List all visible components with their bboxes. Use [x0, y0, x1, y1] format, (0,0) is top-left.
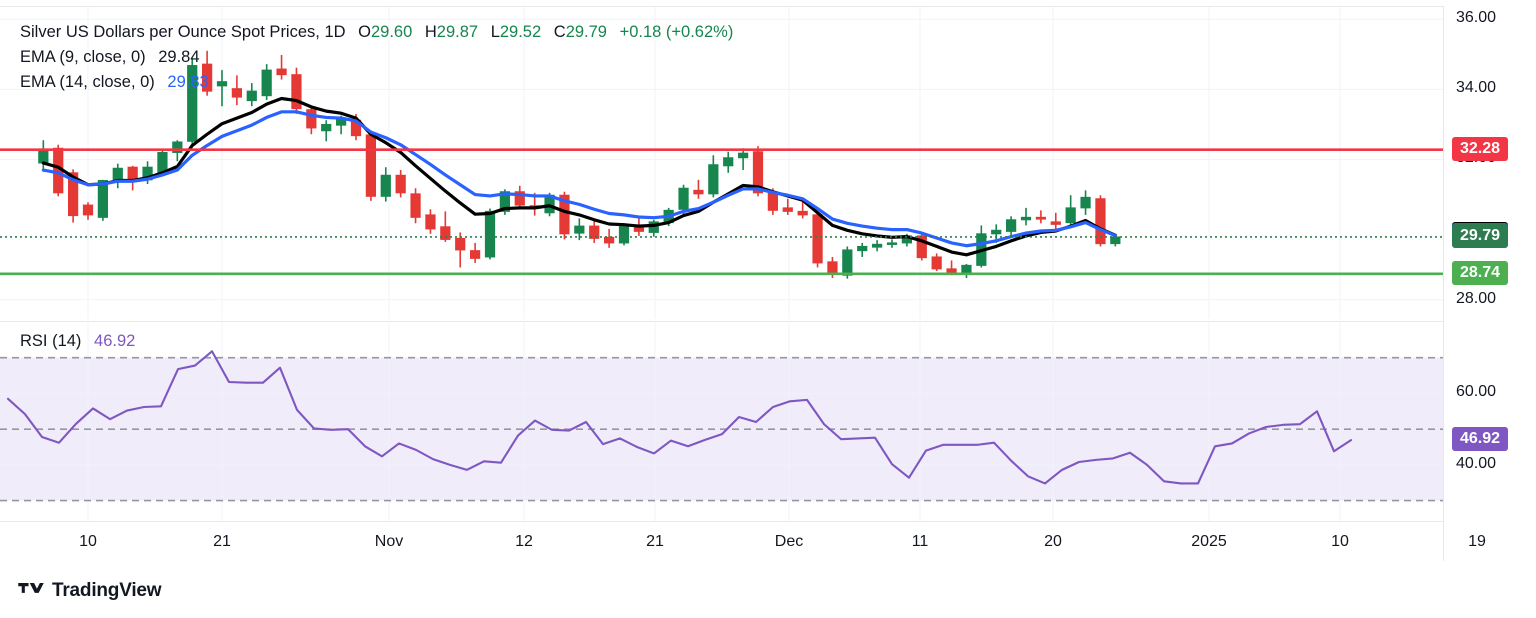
time-tick-21: 21: [213, 533, 231, 550]
time-tick-11: 11: [911, 533, 929, 550]
rsi-series-svg: [0, 322, 1443, 522]
rsi-value-badge[interactable]: 46.92: [1452, 427, 1509, 452]
time-tick-20: 20: [1044, 533, 1062, 550]
time-tick-21: 21: [646, 533, 664, 550]
time-tick-19: 19: [1468, 533, 1486, 550]
price-tick-36-00: 36.00: [1456, 9, 1497, 27]
time-tick-12: 12: [515, 533, 533, 550]
price-plot-area[interactable]: [0, 7, 1443, 319]
price-tick-34-00: 34.00: [1456, 79, 1497, 97]
price-scale[interactable]: 36.0034.0032.0028.0032.2829.8429.8329.79…: [1443, 6, 1536, 561]
rsi-pane[interactable]: [0, 321, 1443, 522]
rsi-tick-40-00: 40.00: [1456, 454, 1497, 472]
tradingview-watermark: TradingView: [18, 580, 162, 602]
last-price-badge[interactable]: 29.79: [1452, 223, 1509, 248]
tradingview-wordmark: TradingView: [52, 580, 162, 601]
resistance-price-badge[interactable]: 32.28: [1452, 136, 1509, 161]
time-tick-dec: Dec: [774, 533, 804, 550]
rsi-plot-area[interactable]: [0, 322, 1443, 522]
time-scale[interactable]: 10 21 Nov 12 21 Dec 11 20 2025 10 19: [0, 521, 1486, 562]
time-tick-10: 10: [1331, 533, 1349, 550]
price-pane[interactable]: [0, 6, 1443, 319]
price-series-svg: [0, 7, 1443, 319]
time-tick-nov: Nov: [374, 533, 404, 550]
time-tick-2025: 2025: [1191, 533, 1227, 550]
support-price-badge[interactable]: 28.74: [1452, 260, 1509, 285]
time-tick-10: 10: [79, 533, 97, 550]
price-tick-28-00: 28.00: [1456, 289, 1497, 307]
rsi-tick-60-00: 60.00: [1456, 383, 1497, 401]
tradingview-logo-icon: [18, 582, 44, 593]
